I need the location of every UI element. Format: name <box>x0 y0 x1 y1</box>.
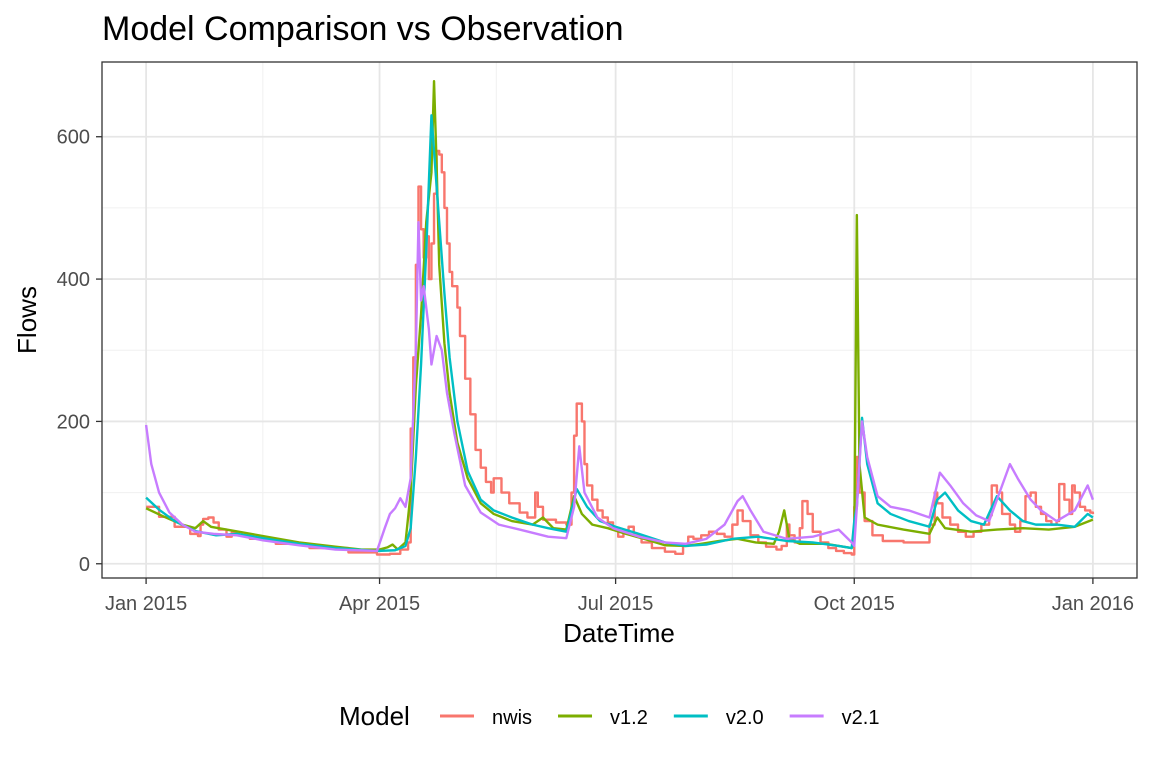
y-tick-label: 600 <box>57 127 90 149</box>
grid-lines <box>102 62 1137 578</box>
x-axis: Jan 2015 Apr 2015 Jul 2015 Oct 2015 Jan 2016 <box>105 578 1134 615</box>
y-tick-label: 400 <box>57 269 90 291</box>
x-tick-label: Jan 2015 <box>105 593 187 615</box>
x-tick-label: Jul 2015 <box>578 593 654 615</box>
x-tick-label: Apr 2015 <box>339 593 420 615</box>
x-tick-label: Oct 2015 <box>814 593 895 615</box>
legend-label-v1.2: v1.2 <box>610 707 648 729</box>
series-line-v2.1 <box>144 220 1095 553</box>
plot-border <box>101 61 1138 579</box>
legend-label-v2.0: v2.0 <box>726 707 764 729</box>
y-tick-label: 200 <box>57 411 90 433</box>
legend-title: Model <box>339 701 410 731</box>
y-axis: 0 200 400 600 <box>57 127 102 576</box>
series-lines <box>144 80 1095 556</box>
legend-label-nwis: nwis <box>492 707 532 729</box>
x-axis-title: DateTime <box>563 618 675 648</box>
y-tick-label: 0 <box>79 554 90 576</box>
x-tick-label: Jan 2016 <box>1052 593 1134 615</box>
plot-panel <box>102 62 1137 578</box>
y-axis-title: Flows <box>12 286 42 354</box>
chart-title: Model Comparison vs Observation <box>102 10 624 48</box>
legend-label-v2.1: v2.1 <box>842 707 880 729</box>
legend: Model nwis v1.2 v2.0 v2.1 <box>339 701 879 731</box>
